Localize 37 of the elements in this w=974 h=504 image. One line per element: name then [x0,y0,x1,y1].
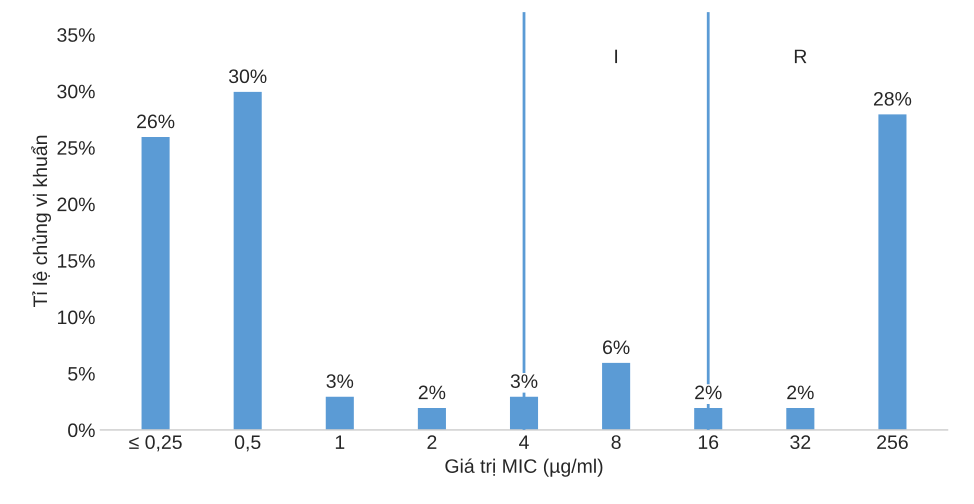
x-tick-label: 4 [519,435,529,449]
y-tick-label: 0% [68,423,95,438]
data-label: 6% [603,340,630,354]
y-tick-label: 20% [58,198,95,212]
annotation: R [794,50,806,64]
x-tick-label: 16 [698,435,718,450]
data-label: 3% [326,374,354,388]
bar [140,136,172,430]
bar [416,406,448,430]
data-label: 28% [874,92,912,106]
data-label: 3% [510,374,538,388]
x-tick-label: ≤ 0,25 [129,435,182,452]
y-tick-label: 25% [58,141,95,155]
x-tick-label: 256 [877,435,908,450]
annotation: I [615,50,618,64]
data-label: 2% [418,386,446,400]
y-tick-label: 35% [57,28,95,42]
data-label: 2% [787,386,814,400]
bar [784,406,816,430]
y-tick-label: 15% [58,254,95,268]
bar [232,90,264,430]
x-tick-label: 8 [612,435,621,450]
bar [600,361,632,430]
y-tick-label: 10% [58,310,95,324]
data-label: 2% [695,386,722,400]
bar [324,395,356,430]
x-axis-title: Giá trị MIC (µg/ml) [445,458,602,477]
y-tick-label: 5% [68,367,95,381]
x-tick-label: 2 [427,435,436,449]
y-axis-title: Tỉ lệ chủng vi khuẩn [31,136,51,308]
data-label: 26% [137,114,174,128]
y-tick-label: 30% [57,84,95,98]
data-label: 30% [228,69,266,84]
x-tick-label: 0,5 [234,435,260,452]
x-tick-label: 1 [336,435,344,449]
bar [877,113,908,430]
x-tick-label: 32 [790,435,810,450]
